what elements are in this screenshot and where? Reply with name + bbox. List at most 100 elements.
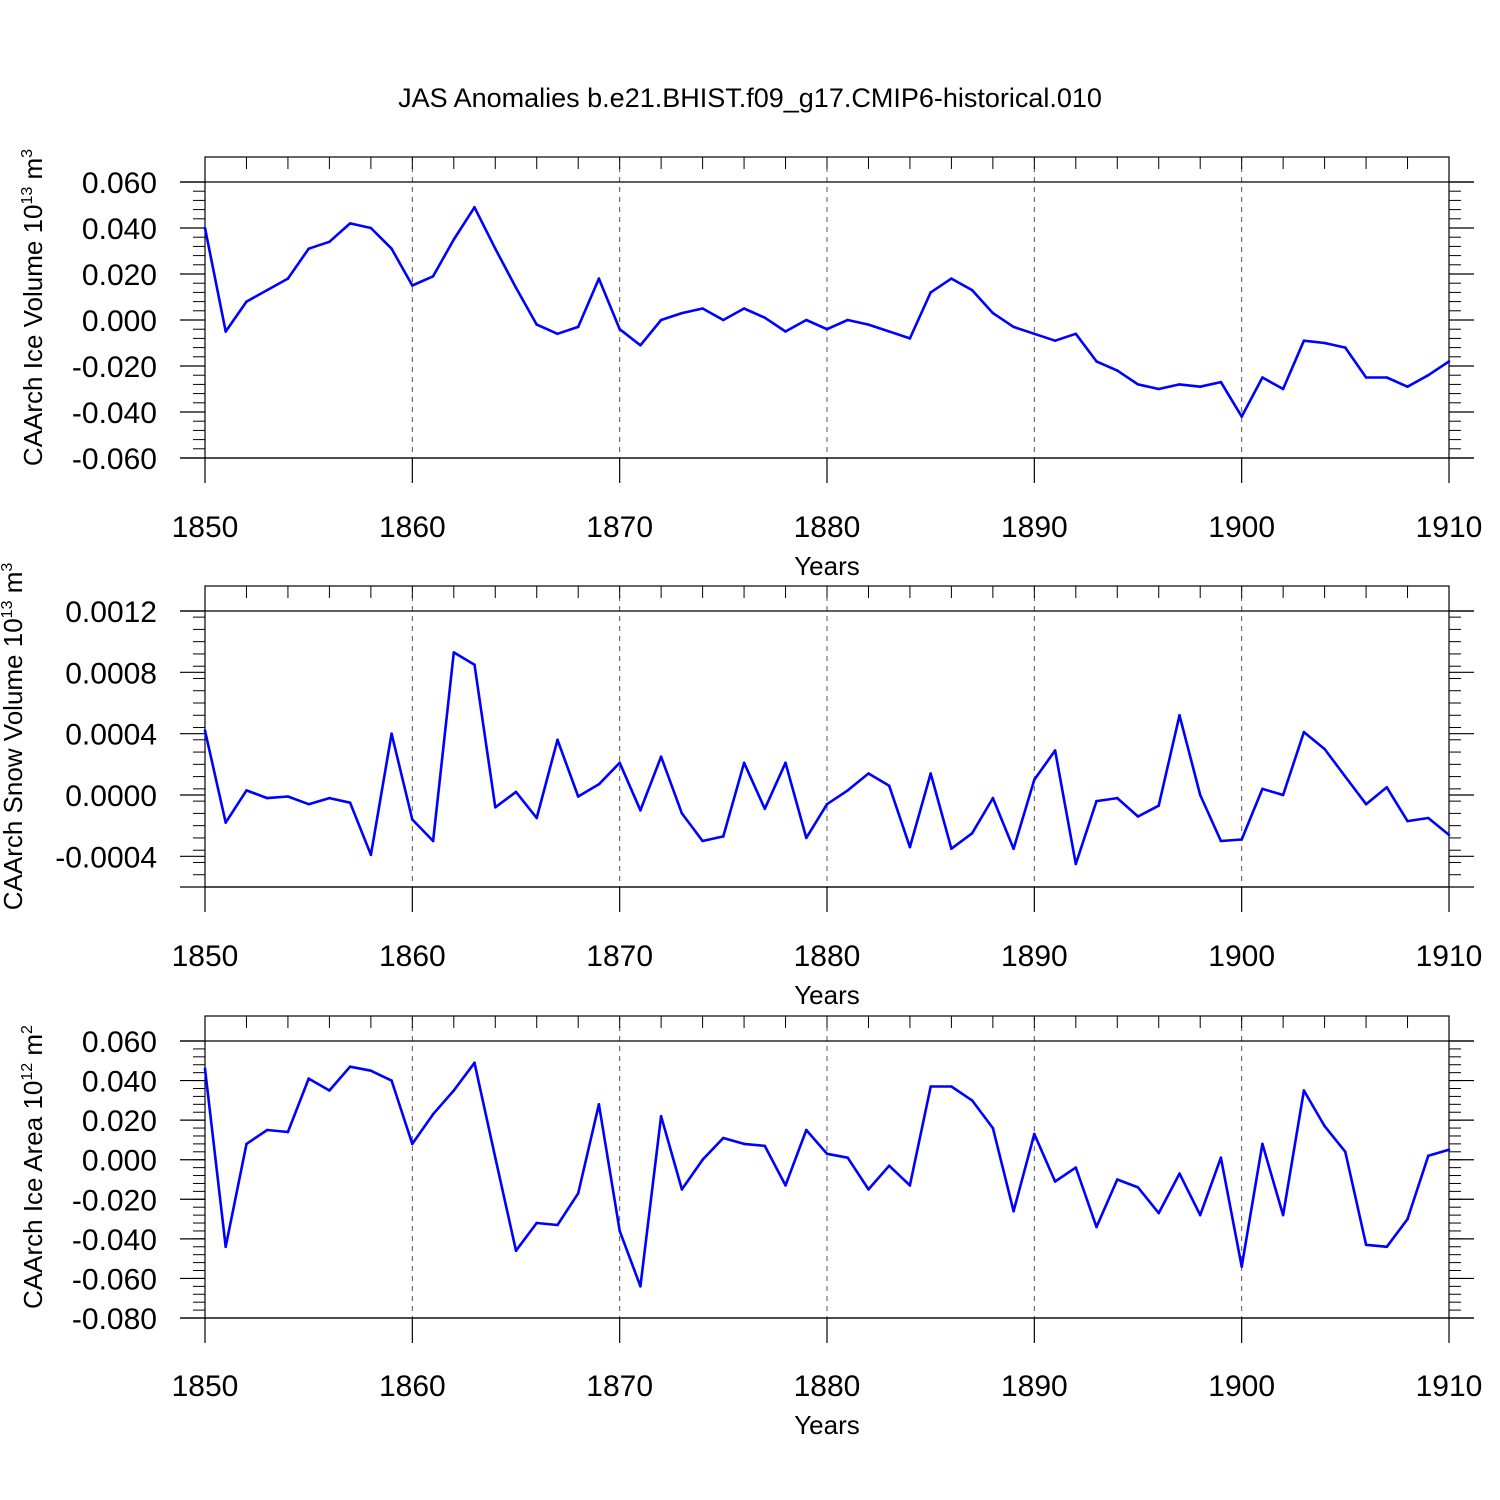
data-point — [348, 1065, 352, 1068]
data-point — [1302, 730, 1306, 734]
data-point — [991, 796, 995, 800]
y-tick-label: 0.0000 — [65, 780, 157, 813]
data-point — [265, 796, 269, 800]
data-point — [1178, 1172, 1181, 1175]
data-point — [265, 1128, 269, 1132]
data-point — [556, 738, 559, 742]
data-point — [1281, 1213, 1285, 1217]
panel-ice-volume: -0.060 -0.040 -0.020 0.000 0.020 0.040 0.060 18… — [18, 149, 1482, 581]
data-point — [556, 332, 559, 336]
y-tick-label: -0.040 — [72, 397, 157, 430]
data-point — [1095, 360, 1098, 363]
data-point — [929, 291, 932, 294]
data-point — [659, 1114, 663, 1118]
data-point — [887, 1164, 891, 1167]
data-point — [1074, 1166, 1078, 1169]
data-point — [1281, 793, 1285, 797]
chart-title: JAS Anomalies b.e21.BHIST.f09_g17.CMIP6-… — [398, 83, 1102, 113]
data-point — [1261, 787, 1264, 791]
data-point — [1385, 376, 1389, 379]
data-point — [867, 1188, 870, 1191]
x-tick-label: 1900 — [1208, 511, 1275, 544]
data-point — [846, 789, 849, 792]
data-point — [1344, 346, 1347, 349]
data-point — [286, 1130, 290, 1134]
data-point — [950, 277, 953, 280]
data-point — [618, 327, 621, 331]
y-tick-label: 0.000 — [82, 1145, 157, 1178]
data-point — [908, 337, 912, 340]
data-point — [1219, 1156, 1223, 1159]
data-point — [514, 1249, 518, 1252]
data-point — [576, 1192, 580, 1195]
data-point — [245, 789, 248, 792]
data-point — [1012, 1209, 1015, 1213]
data-point — [1157, 804, 1160, 807]
data-point — [825, 802, 829, 806]
x-tick-label: 1860 — [379, 940, 446, 973]
data-point — [1302, 1089, 1306, 1092]
data-point — [1095, 1225, 1098, 1229]
data-point — [1136, 1186, 1140, 1189]
x-tick-label: 1890 — [1001, 1370, 1068, 1403]
data-point — [369, 853, 373, 857]
data-point — [411, 1142, 414, 1146]
x-tick-label: 1910 — [1416, 1370, 1483, 1403]
data-point — [680, 311, 684, 315]
data-point — [1427, 373, 1430, 377]
data-point — [245, 300, 248, 303]
data-point — [535, 1221, 538, 1225]
data-point — [784, 761, 787, 765]
data-point — [286, 277, 290, 280]
data-point — [805, 1128, 808, 1132]
data-point — [576, 325, 580, 329]
data-point — [680, 812, 684, 815]
data-point — [659, 318, 663, 322]
data-point — [348, 222, 352, 225]
data-point — [908, 1184, 912, 1187]
data-point — [307, 802, 311, 806]
data-point — [1261, 1142, 1264, 1146]
data-point — [369, 226, 373, 230]
data-point — [494, 806, 497, 809]
data-point — [929, 1085, 932, 1088]
data-point — [1136, 383, 1140, 386]
data-point — [1344, 1150, 1347, 1154]
data-point — [1198, 1213, 1202, 1217]
data-point — [390, 1079, 393, 1082]
y-axis-title: CAArch Ice Volume 1013 m3 — [18, 149, 48, 466]
data-point — [701, 839, 704, 843]
x-tick-label: 1900 — [1208, 1370, 1275, 1403]
x-tick-label: 1880 — [794, 511, 861, 544]
data-point — [970, 832, 974, 835]
data-point — [659, 755, 663, 758]
data-point — [1385, 1245, 1389, 1249]
data-point — [784, 330, 787, 333]
y-axis-title: CAArch Ice Area 1012 m2 — [18, 1025, 48, 1309]
y-tick-label: 0.040 — [82, 213, 157, 246]
data-point — [1219, 839, 1223, 843]
data-point — [722, 835, 725, 838]
data-point — [950, 1085, 953, 1088]
data-point — [452, 238, 456, 241]
data-point — [805, 318, 808, 322]
data-point — [390, 732, 393, 735]
data-point — [1323, 1124, 1326, 1128]
data-point — [1302, 339, 1306, 343]
x-tick-label: 1870 — [586, 940, 653, 973]
data-point — [887, 784, 891, 788]
data-point — [203, 1067, 207, 1070]
data-point — [494, 247, 497, 250]
data-point — [1447, 1148, 1451, 1152]
data-point — [203, 729, 207, 732]
data-point — [763, 807, 767, 811]
data-point — [825, 1152, 829, 1156]
data-point — [805, 836, 808, 840]
x-tick-label: 1890 — [1001, 511, 1068, 544]
data-point — [618, 761, 621, 765]
data-point — [597, 277, 601, 280]
data-point — [514, 286, 518, 290]
data-point — [1447, 833, 1451, 837]
data-point — [1385, 786, 1389, 789]
data-point — [867, 772, 870, 775]
